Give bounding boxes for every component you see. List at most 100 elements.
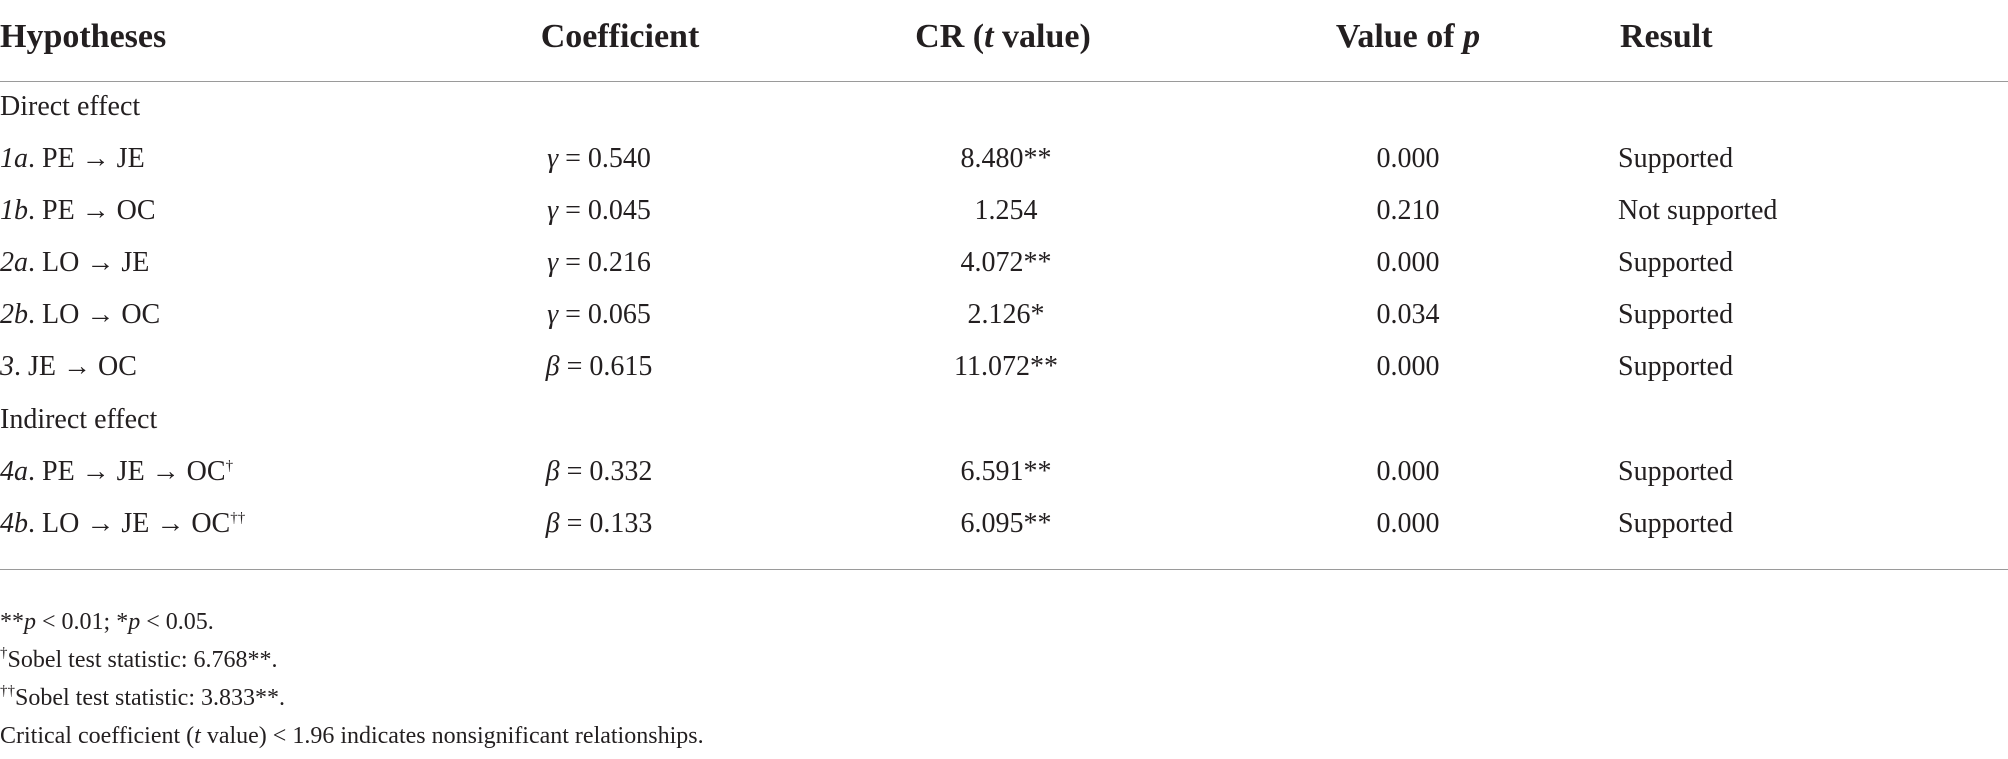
note-significance: **p < 0.01; *p < 0.05. (0, 607, 214, 637)
hypothesis-id: 4a (0, 456, 28, 487)
header-cr-t: t (984, 18, 994, 55)
hypothesis-path: . PE → JE → OC (28, 456, 226, 487)
hypothesis-path: . LO → JE (28, 247, 150, 278)
cell-cr: 8.480** (960, 143, 1052, 174)
table-header-row: Hypotheses Coefficient CR (t value) Valu… (0, 18, 2008, 64)
cell-pvalue: 0.000 (1376, 456, 1440, 487)
cell-result: Supported (1618, 247, 1734, 278)
table-row: 3. JE → OC β = 0.615 11.072** 0.000 Supporte… (0, 347, 2008, 387)
cell-result: Supported (1618, 351, 1734, 382)
header-hypotheses: Hypotheses (0, 18, 167, 55)
cell-pvalue: 0.034 (1376, 299, 1440, 330)
table-row: 4b. LO → JE → OC†† β = 0.133 6.095** 0.000 S… (0, 504, 2008, 544)
header-cr: CR (t value) (915, 18, 1091, 56)
table-row: 1b. PE → OC γ = 0.045 1.254 0.210 Not suppor… (0, 191, 2008, 231)
coefficient-symbol: β (545, 456, 560, 487)
note-sobel-2-dagger: †† (0, 683, 15, 699)
cell-coefficient: γ = 0.065 (547, 295, 651, 335)
hypothesis-dagger: †† (230, 510, 246, 526)
cell-hypothesis: 4b. LO → JE → OC†† (0, 504, 245, 544)
header-pvalue-prefix: Value of (1335, 18, 1464, 55)
header-pvalue-p: p (1463, 18, 1481, 55)
note-critical-b: value) < 1.96 indicates nonsignificant r… (200, 723, 704, 749)
section-label-indirect: Indirect effect (0, 404, 158, 435)
cell-cr: 4.072** (960, 247, 1052, 278)
coefficient-symbol: γ (547, 195, 559, 226)
cell-pvalue: 0.000 (1376, 508, 1440, 539)
hypothesis-id: 2a (0, 247, 28, 278)
cell-result: Not supported (1618, 195, 1778, 226)
cell-result: Supported (1618, 143, 1734, 174)
cell-pvalue: 0.000 (1376, 247, 1440, 278)
hypothesis-id: 4b (0, 508, 28, 539)
cell-hypothesis: 2b. LO → OC (0, 295, 160, 335)
cell-cr: 2.126* (967, 299, 1045, 330)
coefficient-value: = 0.045 (558, 195, 651, 226)
coefficient-value: = 0.332 (559, 456, 653, 487)
note-sig-p2: p (128, 609, 141, 635)
header-rule (0, 81, 2008, 82)
coefficient-value: = 0.615 (559, 351, 653, 382)
cell-coefficient: γ = 0.540 (547, 139, 651, 179)
section-label-direct: Direct effect (0, 91, 141, 122)
header-coefficient: Coefficient (540, 18, 700, 55)
hypothesis-path: . JE → OC (14, 351, 137, 382)
coefficient-value: = 0.133 (559, 508, 653, 539)
hypothesis-path: . PE → OC (28, 195, 156, 226)
header-result: Result (1620, 18, 1713, 55)
cell-hypothesis: 2a. LO → JE (0, 243, 149, 283)
coefficient-value: = 0.216 (558, 247, 651, 278)
cell-hypothesis: 1b. PE → OC (0, 191, 156, 231)
cell-hypothesis: 3. JE → OC (0, 347, 137, 387)
cell-result: Supported (1618, 508, 1734, 539)
cell-pvalue: 0.000 (1376, 351, 1440, 382)
note-critical-a: Critical coefficient ( (0, 723, 195, 749)
note-sig-c: < 0.05. (140, 609, 214, 635)
hypothesis-path: . LO → JE → OC (28, 508, 231, 539)
coefficient-symbol: γ (547, 247, 559, 278)
section-row-direct: Direct effect (0, 87, 2008, 127)
note-critical: Critical coefficient (t value) < 1.96 in… (0, 721, 704, 751)
cell-pvalue: 0.210 (1376, 195, 1440, 226)
table-row: 2a. LO → JE γ = 0.216 4.072** 0.000 Supporte… (0, 243, 2008, 283)
cell-coefficient: γ = 0.216 (547, 243, 651, 283)
hypothesis-path: . PE → JE (28, 143, 145, 174)
hypothesis-dagger: † (225, 458, 234, 474)
coefficient-symbol: β (545, 351, 560, 382)
cell-cr: 6.591** (960, 456, 1052, 487)
table-row: 2b. LO → OC γ = 0.065 2.126* 0.034 Supported (0, 295, 2008, 335)
cell-cr: 1.254 (974, 195, 1038, 226)
note-sobel-1: †Sobel test statistic: 6.768**. (0, 645, 278, 675)
table-row: 4a. PE → JE → OC† β = 0.332 6.591** 0.000 Su… (0, 452, 2008, 492)
section-row-indirect: Indirect effect (0, 400, 2008, 440)
cell-hypothesis: 1a. PE → JE (0, 139, 145, 179)
coefficient-value: = 0.065 (558, 299, 651, 330)
table-row: 1a. PE → JE γ = 0.540 8.480** 0.000 Supporte… (0, 139, 2008, 179)
hypothesis-id: 1b (0, 195, 28, 226)
hypothesis-id: 3 (0, 351, 14, 382)
header-pvalue: Value of p (1336, 18, 1480, 56)
coefficient-value: = 0.540 (558, 143, 651, 174)
hypothesis-path: . LO → OC (28, 299, 161, 330)
note-critical-t: t (194, 723, 201, 749)
cell-cr: 6.095** (960, 508, 1052, 539)
cell-result: Supported (1618, 299, 1734, 330)
bottom-rule (0, 569, 2008, 570)
cell-result: Supported (1618, 456, 1734, 487)
note-sig-p1: p (24, 609, 36, 635)
hypothesis-id: 2b (0, 299, 28, 330)
cell-cr: 11.072** (954, 351, 1058, 382)
note-sobel-2: ††Sobel test statistic: 3.833**. (0, 683, 285, 713)
note-sig-b: < 0.01; * (36, 609, 129, 635)
coefficient-symbol: γ (547, 143, 559, 174)
note-sobel-1-text: Sobel test statistic: 6.768**. (7, 647, 278, 673)
cell-coefficient: β = 0.615 (546, 347, 653, 387)
note-sig-a: ** (0, 609, 24, 635)
note-sobel-1-dagger: † (0, 645, 8, 661)
cell-pvalue: 0.000 (1376, 143, 1440, 174)
cell-coefficient: β = 0.133 (546, 504, 653, 544)
cell-coefficient: β = 0.332 (546, 452, 653, 492)
header-cr-prefix: CR ( (915, 18, 985, 55)
note-sobel-2-text: Sobel test statistic: 3.833**. (15, 685, 285, 711)
coefficient-symbol: β (545, 508, 560, 539)
